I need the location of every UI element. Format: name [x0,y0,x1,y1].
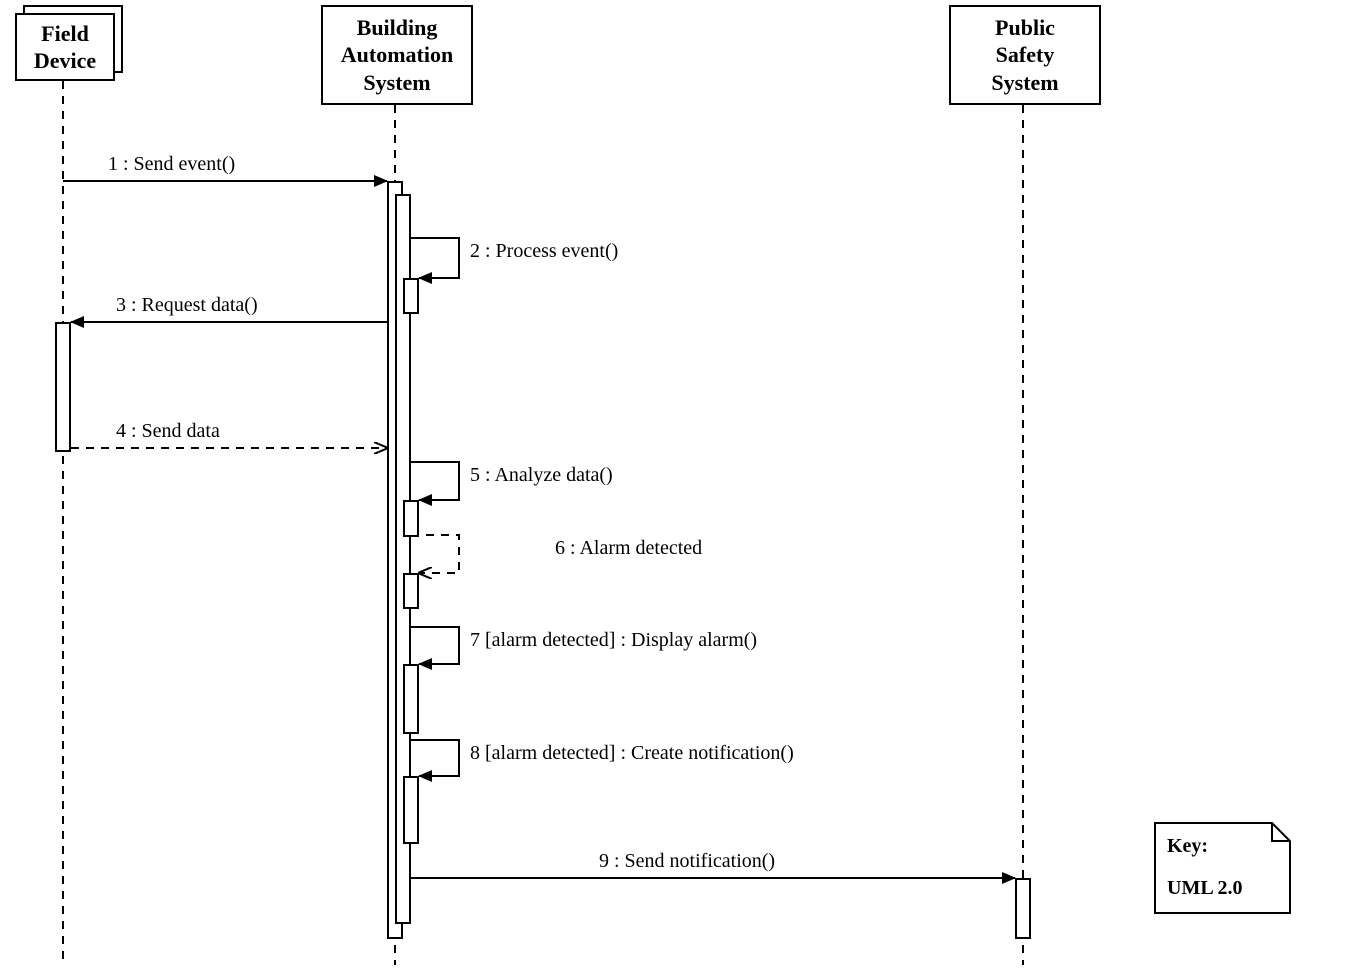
lifelines-group [63,81,1023,965]
sequence-diagram: FieldDeviceBuildingAutomationSystemPubli… [0,0,1345,976]
participant-label: Building [335,14,459,42]
activation-public [1015,878,1031,939]
note-line: Key: [1167,835,1208,858]
message-label: 8 [alarm detected] : Create notification… [470,742,794,765]
activation-bas [403,664,419,734]
message-label: 9 : Send notification() [599,850,775,873]
message-label: 5 : Analyze data() [470,464,613,487]
participant-label: Public [963,14,1087,42]
svg-layer [0,0,1345,976]
activation-bas [403,500,419,537]
participant-field: FieldDevice [15,13,115,81]
note-line: UML 2.0 [1167,877,1243,900]
participant-label: Safety [963,41,1087,69]
participant-label: Device [29,47,101,75]
message-label: 3 : Request data() [116,294,258,317]
message-label: 6 : Alarm detected [555,537,702,560]
activation-field [55,322,71,452]
message-label: 2 : Process event() [470,240,618,263]
participant-label: System [963,69,1087,97]
participant-label: System [335,69,459,97]
message-label: 7 [alarm detected] : Display alarm() [470,629,757,652]
participant-label: Field [29,20,101,48]
message-label: 1 : Send event() [108,153,235,176]
participant-bas: BuildingAutomationSystem [321,5,473,105]
participant-public: PublicSafetySystem [949,5,1101,105]
message-label: 4 : Send data [116,420,220,443]
activation-bas [403,573,419,609]
participant-label: Automation [335,41,459,69]
activation-bas [403,278,419,314]
activation-bas [403,776,419,844]
